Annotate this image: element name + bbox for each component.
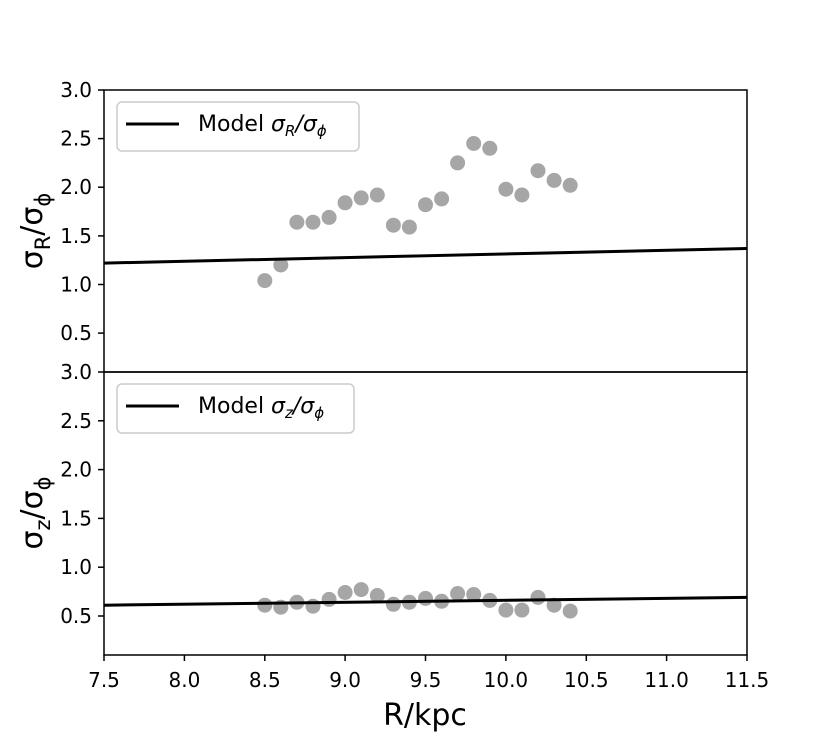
- x-tick-label-6: 10.0: [484, 668, 529, 692]
- top-panel-data-point-8: [369, 187, 385, 203]
- top-panel-legend-label: Model σR/σϕ: [198, 112, 327, 140]
- bottom-panel-data-point-7: [353, 582, 369, 598]
- x-axis-label: R/kpc: [383, 698, 467, 733]
- top-panel-legend-sub-2: ϕ: [317, 122, 327, 140]
- top-panel-legend-sigma-1: σ: [271, 112, 286, 137]
- bottom-panel-y-ticks: 0.5 1.0 1.5 2.0 2.5 3.0: [60, 360, 104, 628]
- top-panel-legend-box: [116, 101, 360, 152]
- bottom-panel-data-point-14: [466, 587, 482, 602]
- top-panel-ylabel-sub-2: ϕ: [31, 193, 55, 207]
- top-panel-data-point-3: [289, 214, 305, 230]
- bottom-panel-legend-box: [116, 383, 355, 434]
- top-panel-data-point-5: [321, 209, 337, 225]
- top-panel-y-tick-label-2: 1.0: [60, 273, 92, 297]
- bottom-panel-legend-slash: /σ: [291, 394, 315, 419]
- x-tick-label-8: 11.0: [644, 668, 689, 692]
- bottom-panel-y-tick-label-6: 3.0: [60, 360, 92, 384]
- bottom-panel-data-point-13: [450, 586, 466, 601]
- top-panel-y-tick-label-1: 0.5: [60, 321, 92, 345]
- top-panel-legend-sub-1: R: [285, 122, 295, 140]
- bottom-panel-marks: [103, 582, 748, 619]
- x-tick-label-3: 8.5: [249, 668, 281, 692]
- top-panel-data-point-18: [530, 163, 546, 179]
- top-panel-data-point-15: [482, 140, 498, 156]
- bottom-panel-data-point-8: [369, 588, 385, 603]
- top-panel-y-tick-label-3: 1.5: [60, 224, 92, 248]
- bottom-panel-ylabel-sub-2: ϕ: [31, 476, 55, 490]
- bottom-panel-y-tick-label-1: 0.5: [60, 604, 92, 628]
- x-tick-label-2: 8.0: [168, 668, 200, 692]
- top-panel: 0.51.01.52.02.53.0 σR/σϕ Model σR/σϕ: [15, 78, 748, 373]
- top-panel-y-ticks: 0.5 1.0 1.5 2.0 2.5 3.0: [60, 78, 104, 345]
- top-panel-data-point-19: [546, 172, 562, 188]
- top-panel-data-point-2: [273, 257, 289, 273]
- bottom-panel-data-point-18: [530, 589, 546, 605]
- top-panel-data-point-13: [450, 155, 466, 171]
- bottom-panel-ylabel-sub-1: z: [31, 519, 55, 530]
- bottom-panel-legend-sigma-1: σ: [271, 394, 286, 419]
- bottom-panel-x-ticks: 7.5 8.0 8.5 9.0 9.5 10.0 10.5 11.0 11.5: [88, 655, 769, 692]
- bottom-panel-model-line: [103, 595, 748, 607]
- x-tick-label-7: 10.5: [564, 668, 609, 692]
- x-tick-label-9: 11.5: [725, 668, 770, 692]
- bottom-panel-legend-label: Model σz/σϕ: [198, 394, 324, 422]
- bottom-panel-data-point-5: [321, 591, 337, 607]
- bottom-panel-data-point-6: [337, 585, 353, 600]
- top-panel-data-point-14: [466, 136, 482, 151]
- bottom-panel-data-point-9: [385, 596, 401, 612]
- bottom-panel-ylabel-slash: /σ: [15, 490, 50, 519]
- top-panel-data-point-12: [434, 191, 450, 207]
- x-tick-label-1: 7.5: [88, 668, 120, 692]
- bottom-panel-data-point-20: [562, 603, 578, 619]
- bottom-panel-data-point-17: [514, 602, 530, 618]
- top-panel-y-tick-label-5: 2.5: [60, 127, 92, 151]
- top-panel-model-line: [103, 247, 748, 265]
- bottom-panel-data-point-16: [498, 602, 514, 618]
- bottom-panel-data-point-1: [257, 597, 273, 613]
- bottom-panel-legend-sub-2: ϕ: [314, 404, 324, 422]
- bottom-panel-y-tick-label-4: 2.0: [60, 458, 92, 482]
- top-panel-ylabel-slash: /σ: [15, 207, 50, 236]
- bottom-panel-y-tick-label-3: 1.5: [60, 506, 92, 530]
- bottom-panel-y-tick-label-5: 2.5: [60, 409, 92, 433]
- top-panel-data-point-1: [257, 273, 273, 289]
- top-panel-data-point-10: [401, 219, 417, 235]
- top-panel-legend: Model σR/σϕ: [116, 101, 360, 152]
- bottom-panel-legend: Model σz/σϕ: [116, 383, 355, 434]
- top-panel-ylabel-sub-1: R: [31, 236, 55, 251]
- bottom-panel-data-point-19: [546, 597, 562, 613]
- top-panel-y-tick-label-6: 3.0: [60, 78, 92, 102]
- top-panel-marks: [103, 136, 748, 289]
- top-panel-data-point-20: [562, 177, 578, 193]
- x-tick-label-4: 9.0: [329, 668, 361, 692]
- top-panel-y-tick-label-4: 2.0: [60, 175, 92, 199]
- top-panel-legend-slash: /σ: [293, 112, 317, 137]
- top-panel-data-point-9: [385, 217, 401, 233]
- bottom-panel-y-tick-label-2: 1.0: [60, 555, 92, 579]
- bottom-panel-legend-sub-1: z: [284, 404, 294, 422]
- top-panel-data-point-4: [305, 214, 321, 230]
- top-panel-data-point-17: [514, 187, 530, 203]
- bottom-panel-data-point-11: [418, 590, 433, 606]
- x-tick-label-5: 9.5: [410, 668, 442, 692]
- top-panel-data-point-11: [418, 197, 433, 213]
- top-panel-data-point-7: [353, 190, 369, 206]
- top-panel-data-point-16: [498, 181, 514, 197]
- top-panel-ylabel: σR/σϕ: [15, 193, 55, 270]
- top-panel-data-point-6: [337, 195, 353, 211]
- bottom-panel: 0.5 1.0 1.5 2.0 2.5 3.0 7.5 8.0 8.5 9.0 9.5 10.0 10…: [15, 360, 769, 733]
- bottom-panel-data-point-4: [305, 598, 321, 614]
